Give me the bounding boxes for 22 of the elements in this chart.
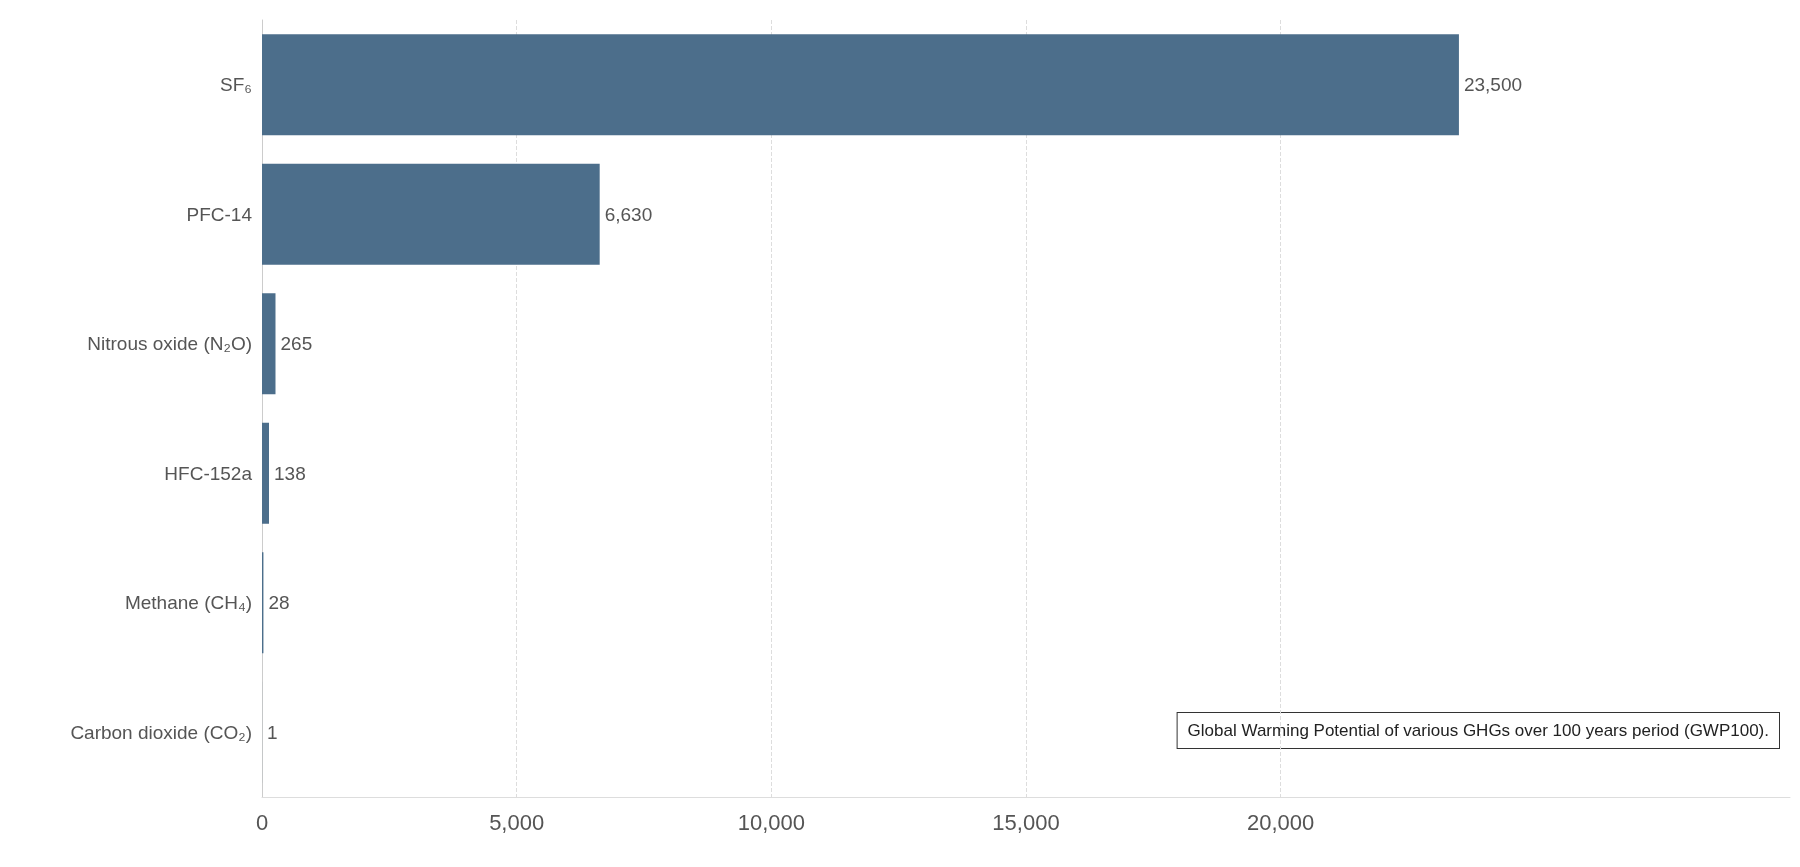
data-label: 6,630 [604,203,653,225]
bar [262,293,276,395]
x-tick-label: 10,000 [737,809,805,835]
x-tick-label: 15,000 [992,809,1060,835]
y-tick-label: PFC-14 [186,203,253,225]
bar [262,422,270,524]
annotation: Global Warming Potential of various GHGs over 100 years period (GWP100). [1187,721,1769,740]
bar [262,163,600,265]
y-tick-label: HFC-152a [164,462,253,484]
y-tick-label: SF₆ [220,74,252,96]
data-label: 1 [267,721,278,743]
x-tick-label: 0 [255,809,269,835]
y-tick-label: Nitrous oxide (N₂O) [87,333,252,355]
y-tick-label: Carbon dioxide (CO₂) [70,721,252,743]
x-tick-label: 20,000 [1247,809,1315,835]
data-label: 265 [280,333,313,355]
data-label: 23,500 [1463,74,1523,96]
data-label: 138 [274,462,306,484]
y-tick-label: Methane (CH₄) [124,592,252,614]
bar [262,34,1459,136]
x-tick-label: 5,000 [489,809,545,835]
data-label: 28 [268,592,290,614]
